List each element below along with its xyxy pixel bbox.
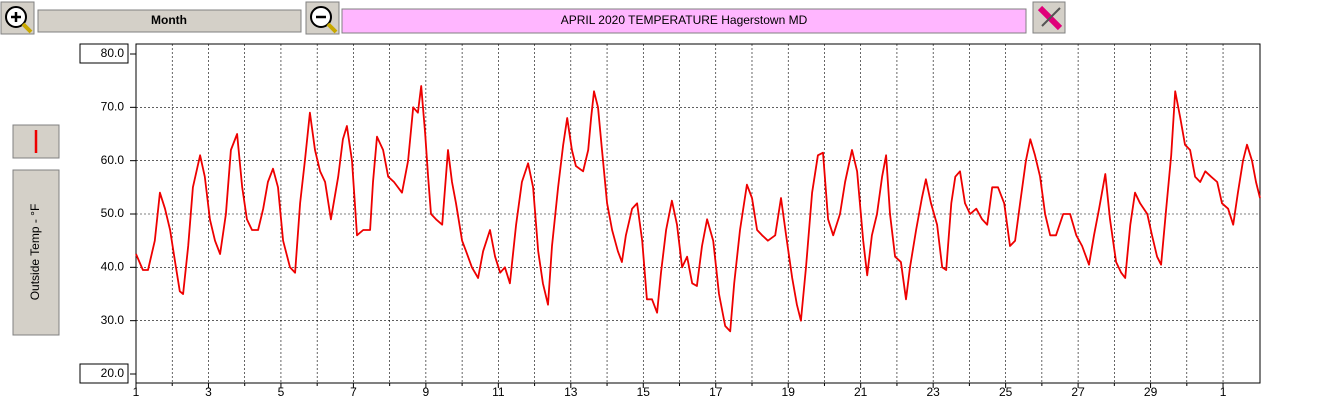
x-tick-label: 5 (278, 385, 285, 399)
settings-button[interactable] (1032, 1, 1066, 34)
x-tick-label: 29 (1144, 385, 1158, 399)
chart-title: APRIL 2020 TEMPERATURE Hagerstown MD (561, 13, 808, 27)
x-tick-label: 25 (999, 385, 1013, 399)
temperature-line (135, 85, 1261, 333)
y-tick-label: 60.0 (101, 153, 125, 167)
zoom-out-button[interactable] (305, 1, 340, 35)
x-tick-label: 1 (1220, 385, 1227, 399)
x-tick-label: 1 (133, 385, 140, 399)
x-tick-label: 9 (423, 385, 430, 399)
y-tick-label: 50.0 (101, 206, 125, 220)
y-axis-label: Outside Temp - °F (28, 204, 42, 301)
x-tick-label: 13 (564, 385, 578, 399)
y-tick-label: 30.0 (101, 313, 125, 327)
x-tick-label: 7 (350, 385, 357, 399)
x-tick-label: 19 (782, 385, 796, 399)
y-tick-box (79, 363, 129, 384)
y-tick-label: 70.0 (101, 100, 125, 114)
y-tick-label: 20.0 (101, 366, 125, 380)
axis-label-button[interactable]: Outside Temp - °F (12, 169, 60, 336)
x-tick-label: 15 (637, 385, 651, 399)
x-tick-label: 23 (926, 385, 940, 399)
period-button[interactable]: Month (37, 9, 302, 33)
x-tick-label: 21 (854, 385, 868, 399)
x-tick-label: 3 (205, 385, 212, 399)
x-tick-label: 27 (1071, 385, 1085, 399)
y-tick-label: 40.0 (101, 260, 125, 274)
y-tick-label: 80.0 (101, 46, 125, 60)
x-tick-label: 17 (709, 385, 723, 399)
x-tick-label: 11 (492, 385, 505, 399)
y-tick-box (79, 43, 129, 64)
zoom-in-button[interactable] (0, 1, 35, 35)
series-button[interactable] (12, 124, 60, 159)
plot-frame (135, 43, 1261, 384)
period-label: Month (151, 13, 187, 27)
title-box (341, 8, 1027, 34)
